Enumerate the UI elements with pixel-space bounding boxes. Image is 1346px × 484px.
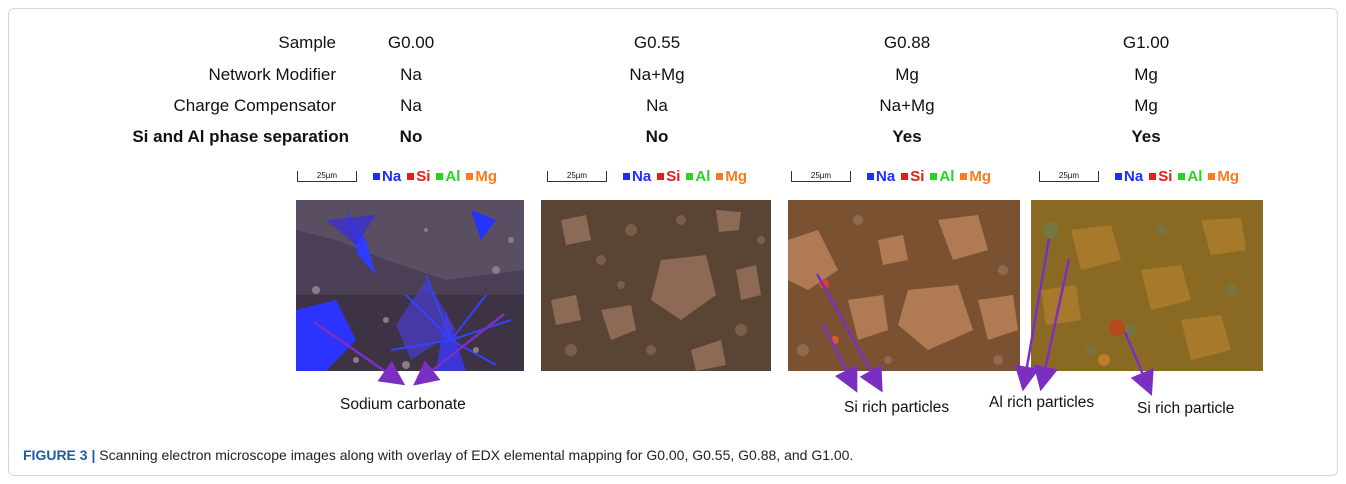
sample-g055: G0.55 [633, 33, 681, 52]
legend-si: Si [1158, 167, 1173, 185]
modifier-g055: Na+Mg [629, 65, 685, 84]
edx-legend-g088: 25µm Na Si Al Mg [791, 167, 991, 185]
caption-text: Scanning electron microscope images alon… [95, 447, 854, 463]
row-label-charge-compensator: Charge Compensator [173, 96, 336, 115]
modifier-g000: Na [400, 65, 422, 84]
legend-mg: Mg [969, 167, 992, 185]
label-sodium-carbonate: Sodium carbonate [340, 396, 466, 413]
compensator-g100: Mg [1134, 96, 1158, 115]
sem-image-g055 [541, 200, 771, 371]
compensator-g000: Na [400, 96, 422, 115]
mg-swatch [716, 172, 724, 180]
compensator-g088: Na+Mg [879, 96, 935, 115]
sem-image-g000 [296, 200, 524, 371]
mg-swatch [960, 172, 968, 180]
si-swatch [407, 172, 415, 180]
legend-mg: Mg [725, 167, 748, 185]
compensator-g055: Na [646, 96, 668, 115]
caption-label: FIGURE 3 | [23, 447, 96, 463]
separation-g088: Yes [892, 127, 922, 146]
al-swatch [436, 172, 444, 180]
si-swatch [901, 172, 909, 180]
sample-g088: G0.88 [883, 33, 931, 52]
row-label-network-modifier: Network Modifier [208, 65, 336, 84]
separation-g055: No [645, 127, 669, 146]
scale-bar: 25µm [1039, 170, 1099, 182]
separation-g000: No [399, 127, 423, 146]
legend-si: Si [416, 167, 431, 185]
separation-g100: Yes [1131, 127, 1161, 146]
scale-bar: 25µm [547, 170, 607, 182]
sem-image-g088 [788, 200, 1020, 371]
sem-image-g100 [1031, 200, 1263, 371]
legend-al: Al [1187, 167, 1203, 185]
mg-swatch [466, 172, 474, 180]
row-label-sample: Sample [278, 33, 336, 52]
label-si-rich-particles: Si rich particles [844, 399, 950, 416]
edx-legend-g000: 25µm Na Si Al Mg [297, 167, 497, 185]
figure-caption: FIGURE 3 | Scanning electron microscope … [23, 447, 853, 463]
legend-al: Al [939, 167, 955, 185]
figure-panel: Sample Network Modifier Charge Compensat… [8, 8, 1338, 476]
si-swatch [1149, 172, 1157, 180]
mg-swatch [1208, 172, 1216, 180]
legend-al: Al [445, 167, 461, 185]
na-swatch [373, 172, 380, 180]
na-swatch [867, 172, 874, 180]
legend-na: Na [632, 167, 652, 185]
legend-al: Al [695, 167, 711, 185]
na-swatch [1115, 172, 1122, 180]
scale-bar: 25µm [297, 170, 357, 182]
al-swatch [1178, 172, 1186, 180]
edx-legend-g100: 25µm Na Si Al Mg [1039, 167, 1239, 185]
legend-mg: Mg [475, 167, 498, 185]
al-swatch [686, 172, 694, 180]
label-si-rich-particle: Si rich particle [1137, 400, 1235, 417]
edx-legend-g055: 25µm Na Si Al Mg [547, 167, 747, 185]
legend-mg: Mg [1217, 167, 1240, 185]
al-swatch [930, 172, 938, 180]
legend-si: Si [666, 167, 681, 185]
modifier-g088: Mg [895, 65, 919, 84]
sample-g000: G0.00 [387, 33, 435, 52]
modifier-g100: Mg [1134, 65, 1158, 84]
sample-g100: G1.00 [1122, 33, 1170, 52]
scale-bar: 25µm [791, 170, 851, 182]
legend-na: Na [1124, 167, 1144, 185]
row-label-phase-separation: Si and Al phase separation [132, 127, 349, 146]
na-swatch [623, 172, 630, 180]
legend-na: Na [382, 167, 402, 185]
legend-si: Si [910, 167, 925, 185]
legend-na: Na [876, 167, 896, 185]
label-al-rich-particles: Al rich particles [989, 394, 1095, 411]
si-swatch [657, 172, 665, 180]
